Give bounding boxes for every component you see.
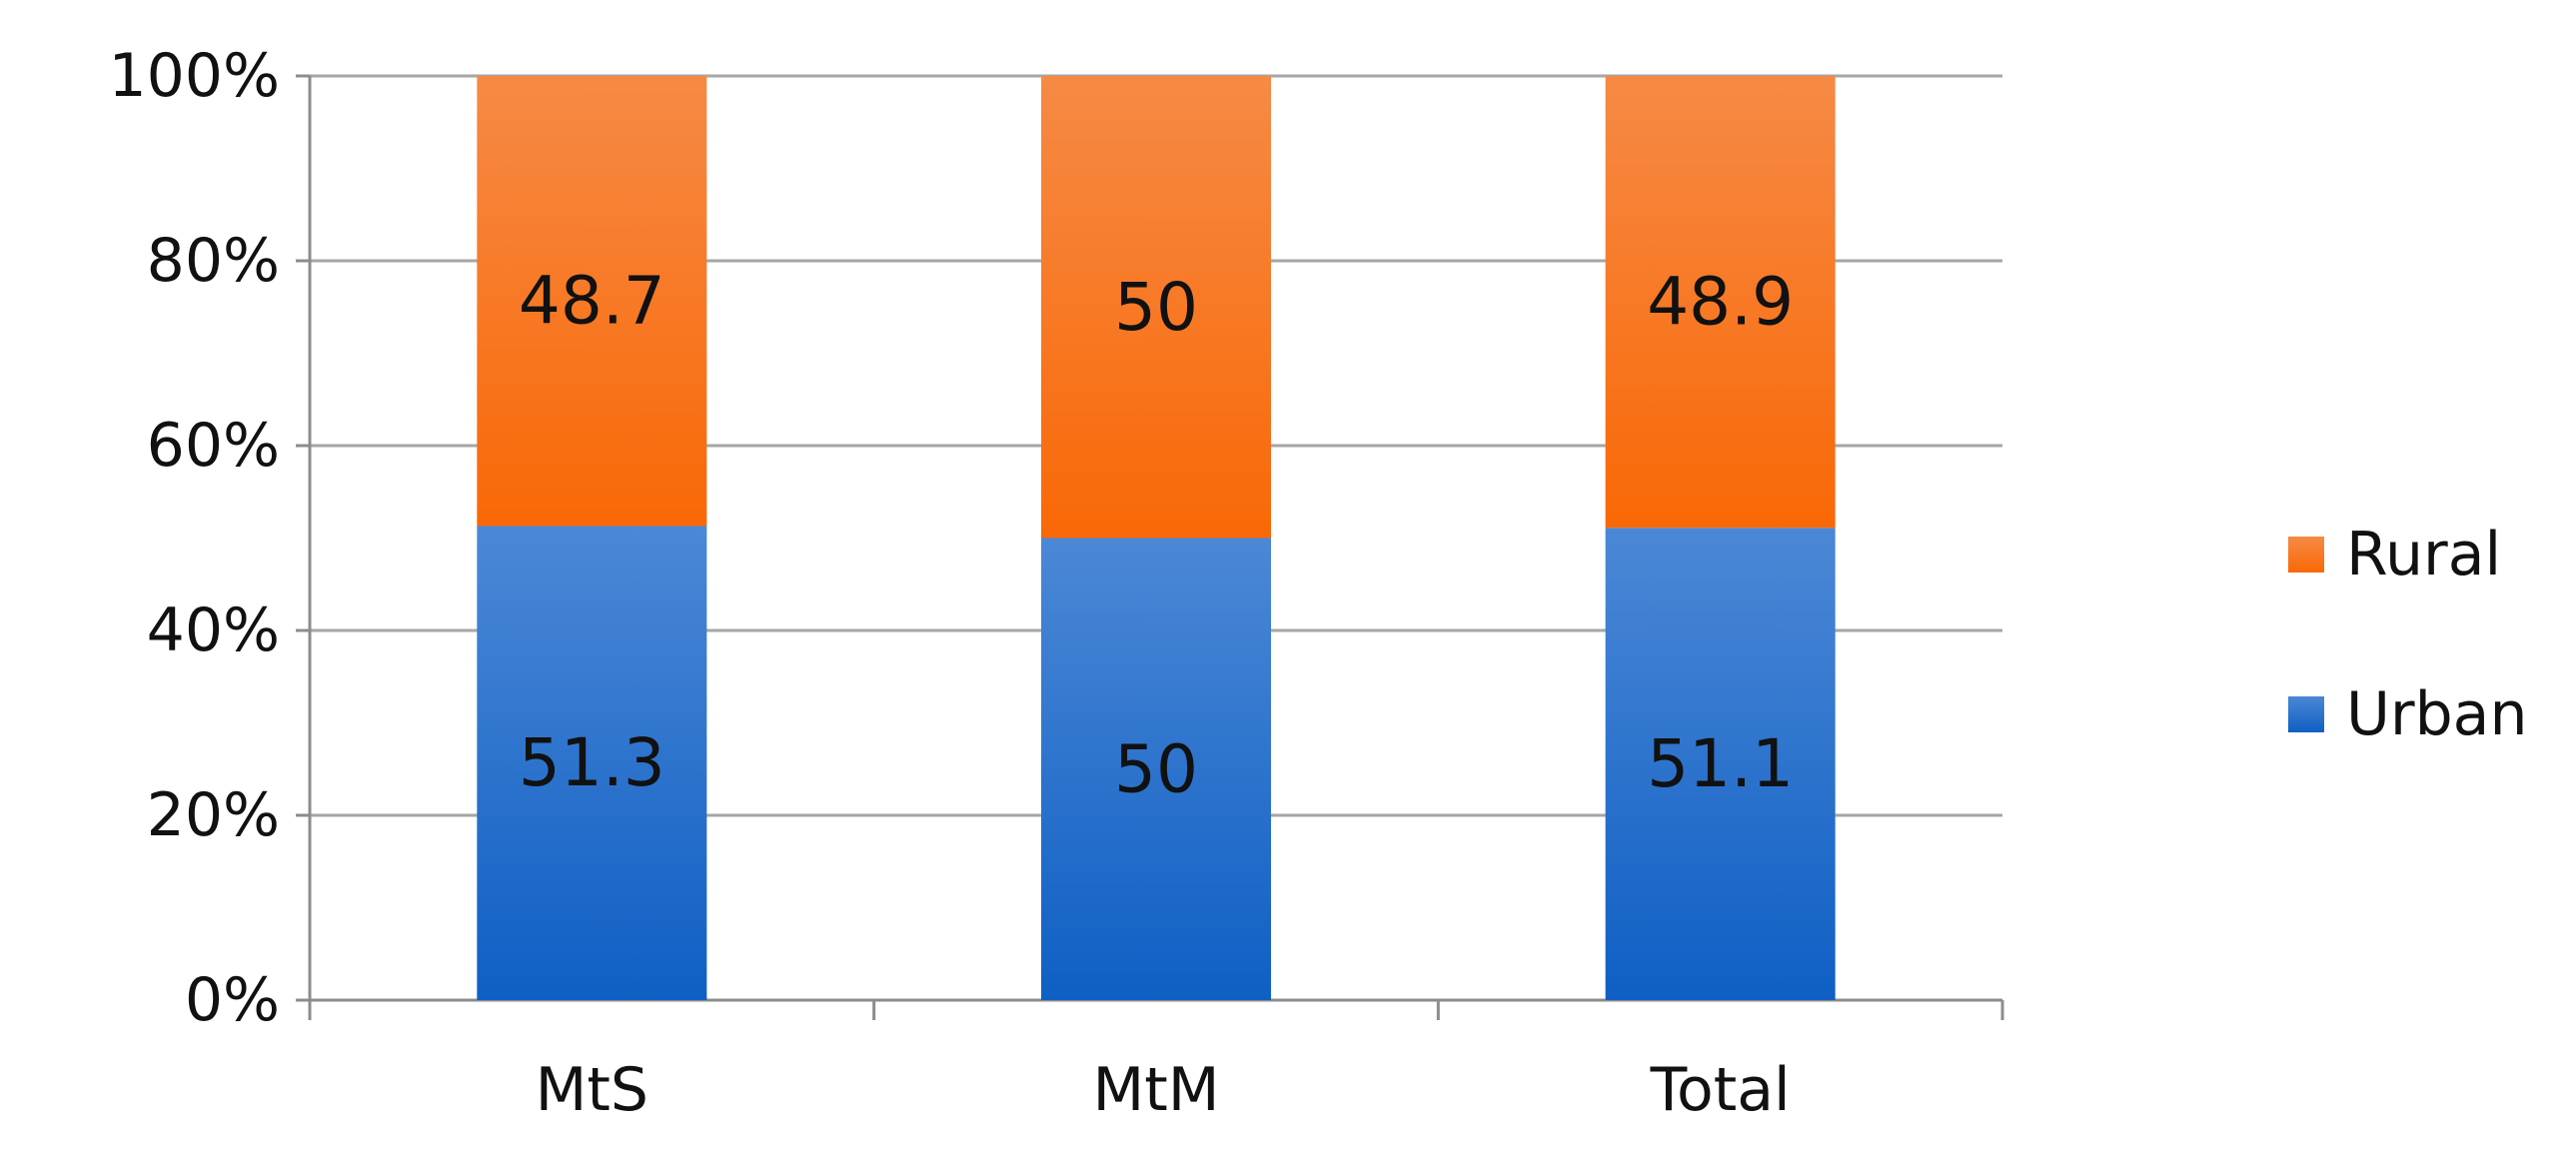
y-tick-label: 60% <box>147 411 280 481</box>
x-tick-label: MtS <box>536 1055 648 1125</box>
bar-urban-mtm <box>1041 538 1271 1000</box>
legend-swatch-rural <box>2288 537 2324 573</box>
y-tick-label: 100% <box>108 41 280 111</box>
x-tick-label: Total <box>1650 1055 1791 1125</box>
data-label-urban-mts: 51.3 <box>519 724 665 801</box>
data-label-urban-total: 51.1 <box>1647 725 1794 802</box>
bars <box>477 76 1836 1000</box>
data-label-rural-mtm: 50 <box>1114 269 1198 346</box>
y-tick-label: 0% <box>185 965 280 1035</box>
y-tick-label: 40% <box>147 595 280 665</box>
bar-urban-mts <box>477 526 707 1000</box>
bar-rural-mtm <box>1041 76 1271 539</box>
bar-rural-mts <box>477 76 707 527</box>
bar-urban-total <box>1605 528 1836 1000</box>
tick-labels: 0% 20% 40% 60% 80% 100% MtS MtM Total <box>108 41 1790 1125</box>
legend: Rural Urban <box>2288 520 2527 749</box>
legend-label-urban: Urban <box>2346 679 2527 749</box>
data-label-rural-mts: 48.7 <box>519 263 665 340</box>
y-tick-label: 20% <box>147 780 280 850</box>
x-tick-label: MtM <box>1092 1055 1219 1125</box>
bar-rural-total <box>1605 76 1836 529</box>
y-tick-label: 80% <box>147 226 280 296</box>
data-label-urban-mtm: 50 <box>1114 730 1198 807</box>
legend-label-rural: Rural <box>2346 520 2501 589</box>
data-labels: 51.3 48.7 50 50 51.1 48.9 <box>519 263 1794 808</box>
legend-swatch-urban <box>2288 696 2324 732</box>
data-label-rural-total: 48.9 <box>1647 264 1794 341</box>
